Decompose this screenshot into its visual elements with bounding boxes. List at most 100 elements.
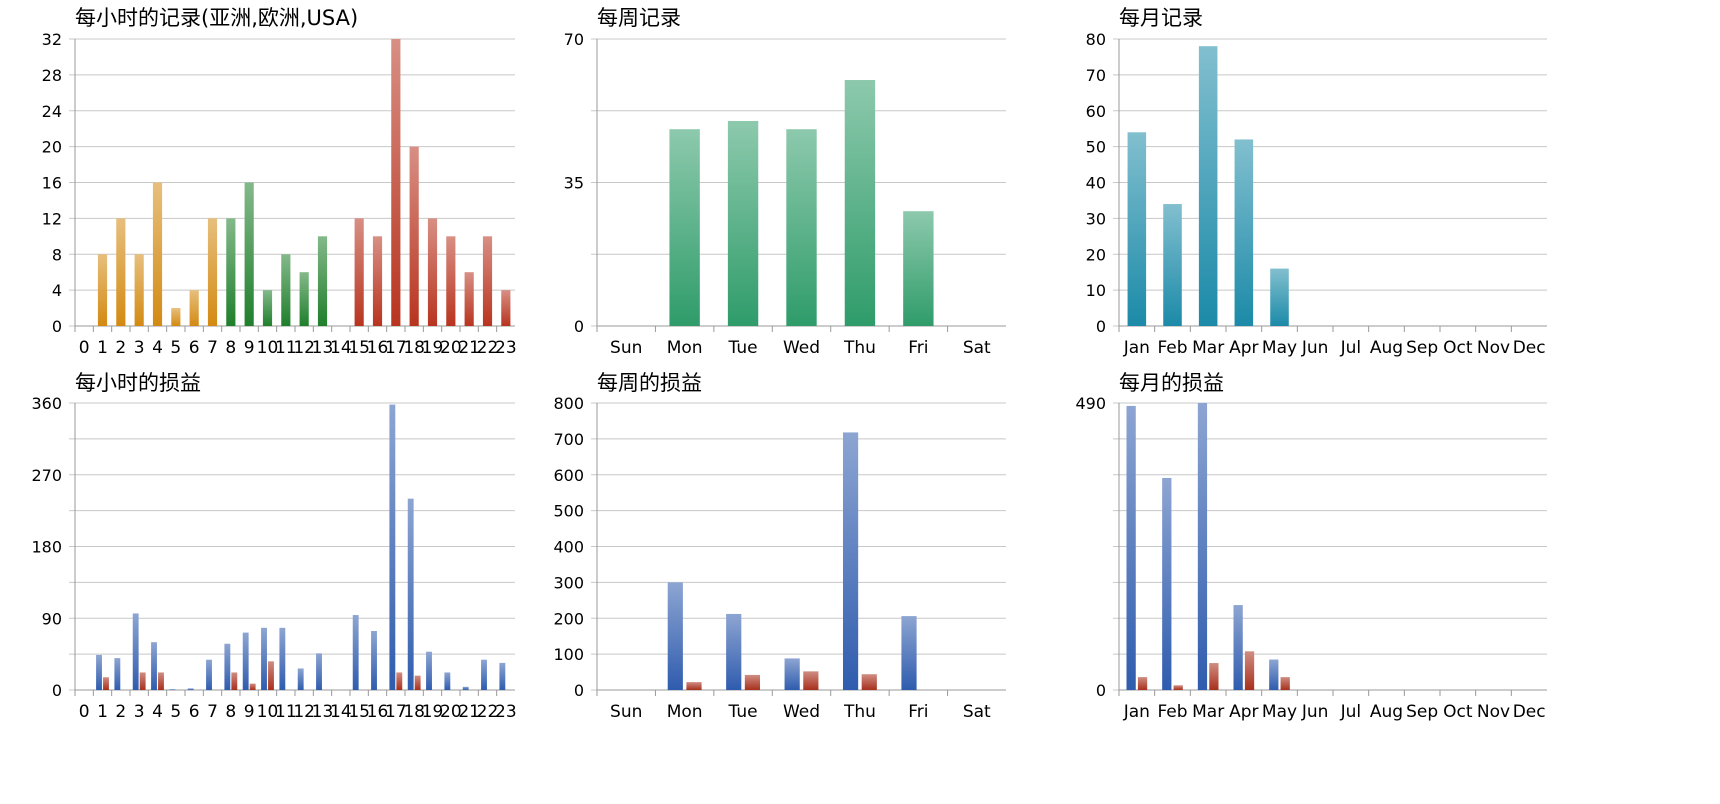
bar-Tue-s1 bbox=[726, 613, 742, 690]
x-tick-label: Tue bbox=[728, 338, 758, 358]
bar-Mon-s2 bbox=[686, 682, 702, 690]
bar-May bbox=[1270, 268, 1289, 326]
x-tick-label: 23 bbox=[495, 702, 517, 722]
x-tick-label: 6 bbox=[189, 702, 200, 722]
bar-4-s1 bbox=[151, 642, 157, 690]
chart-title: 每小时的损益 bbox=[75, 371, 201, 395]
x-tick-label: 7 bbox=[207, 338, 218, 358]
bar-23 bbox=[501, 290, 511, 327]
x-tick-label: 22 bbox=[477, 338, 499, 358]
x-tick-label: 0 bbox=[79, 338, 90, 358]
x-tick-label: Sep bbox=[1406, 338, 1438, 358]
x-tick-label: Tue bbox=[728, 702, 758, 722]
chart-title: 每月记录 bbox=[1119, 6, 1203, 30]
x-tick-label: 15 bbox=[348, 702, 370, 722]
x-tick-label: Dec bbox=[1513, 702, 1546, 722]
x-tick-label: 3 bbox=[134, 338, 145, 358]
bar-Mon bbox=[669, 129, 700, 326]
x-tick-label: 14 bbox=[330, 702, 352, 722]
x-tick-label: Sep bbox=[1406, 702, 1438, 722]
bar-17-s1 bbox=[389, 404, 396, 690]
x-tick-label: 7 bbox=[207, 702, 218, 722]
bar-2 bbox=[116, 218, 126, 327]
bar-Mar-s1 bbox=[1197, 403, 1208, 690]
bar-18-s1 bbox=[407, 498, 414, 690]
x-tick-label: Fri bbox=[908, 338, 928, 358]
x-tick-label: May bbox=[1262, 338, 1297, 358]
y-tick-label: 270 bbox=[31, 466, 62, 485]
bar-21-s1 bbox=[462, 686, 469, 690]
y-tick-label: 0 bbox=[574, 681, 584, 700]
bar-6-s1 bbox=[187, 688, 194, 690]
x-tick-label: 20 bbox=[440, 702, 462, 722]
bar-3 bbox=[134, 254, 144, 326]
bar-20-s1 bbox=[444, 672, 451, 690]
x-tick-label: 1 bbox=[97, 338, 108, 358]
x-tick-label: Mon bbox=[667, 702, 703, 722]
y-tick-label: 70 bbox=[564, 30, 584, 49]
bar-9 bbox=[244, 182, 254, 326]
bar-Mar bbox=[1198, 46, 1218, 327]
y-tick-label: 40 bbox=[1086, 174, 1106, 193]
bar-7 bbox=[207, 218, 218, 327]
y-tick-label: 50 bbox=[1086, 138, 1106, 157]
x-tick-label: Thu bbox=[843, 702, 876, 722]
y-tick-label: 20 bbox=[1086, 245, 1106, 264]
bar-19-s1 bbox=[426, 651, 432, 690]
x-tick-label: 4 bbox=[152, 702, 163, 722]
y-tick-label: 8 bbox=[52, 245, 62, 264]
bar-Fri-s1 bbox=[901, 616, 917, 690]
bar-Wed-s2 bbox=[803, 671, 819, 690]
bar-4-s2 bbox=[158, 672, 164, 690]
bar-Jan bbox=[1127, 132, 1147, 326]
x-tick-label: Sat bbox=[963, 338, 991, 358]
x-tick-label: 9 bbox=[244, 702, 255, 722]
x-tick-label: Aug bbox=[1370, 702, 1403, 722]
x-tick-label: 3 bbox=[134, 702, 145, 722]
x-tick-label: 18 bbox=[403, 338, 425, 358]
x-tick-label: 13 bbox=[312, 702, 334, 722]
bar-Apr-s1 bbox=[1233, 605, 1243, 690]
y-tick-label: 600 bbox=[553, 466, 584, 485]
bar-Wed bbox=[786, 129, 817, 326]
y-tick-label: 0 bbox=[574, 317, 584, 336]
y-tick-label: 30 bbox=[1086, 209, 1106, 228]
x-tick-label: Sun bbox=[610, 338, 642, 358]
bar-3-s2 bbox=[139, 672, 146, 690]
x-tick-label: Apr bbox=[1229, 338, 1258, 358]
y-tick-label: 0 bbox=[52, 317, 62, 336]
x-tick-label: 8 bbox=[225, 702, 236, 722]
x-tick-label: Sun bbox=[610, 702, 642, 722]
bar-13 bbox=[317, 236, 328, 326]
chart-title: 每周记录 bbox=[597, 6, 681, 30]
y-tick-label: 200 bbox=[553, 609, 584, 628]
bar-13-s1 bbox=[316, 653, 322, 690]
bar-10 bbox=[262, 290, 273, 327]
x-tick-label: Jul bbox=[1340, 338, 1362, 358]
x-tick-label: 21 bbox=[458, 338, 480, 358]
x-tick-label: 17 bbox=[385, 338, 407, 358]
x-tick-label: 5 bbox=[170, 702, 181, 722]
x-tick-label: Mar bbox=[1192, 338, 1224, 358]
x-tick-label: 13 bbox=[312, 338, 334, 358]
bar-Mar-s2 bbox=[1209, 663, 1219, 690]
bar-Wed-s1 bbox=[784, 658, 800, 690]
bar-1 bbox=[97, 254, 108, 326]
x-tick-label: Nov bbox=[1477, 702, 1510, 722]
x-tick-label: 19 bbox=[422, 702, 444, 722]
y-tick-label: 12 bbox=[42, 209, 62, 228]
bar-8-s1 bbox=[224, 643, 231, 690]
bar-10-s1 bbox=[261, 627, 267, 690]
x-tick-label: 11 bbox=[275, 338, 297, 358]
y-tick-label: 300 bbox=[553, 573, 584, 592]
x-tick-label: 15 bbox=[348, 338, 370, 358]
bar-Thu-s1 bbox=[842, 432, 859, 690]
chart-title: 每月的损益 bbox=[1119, 371, 1224, 395]
y-tick-label: 32 bbox=[42, 30, 62, 49]
x-tick-label: Fri bbox=[908, 702, 928, 722]
y-tick-label: 0 bbox=[1096, 317, 1106, 336]
y-tick-label: 800 bbox=[553, 394, 584, 413]
y-tick-label: 60 bbox=[1086, 102, 1106, 121]
bar-5-s1 bbox=[169, 689, 176, 690]
